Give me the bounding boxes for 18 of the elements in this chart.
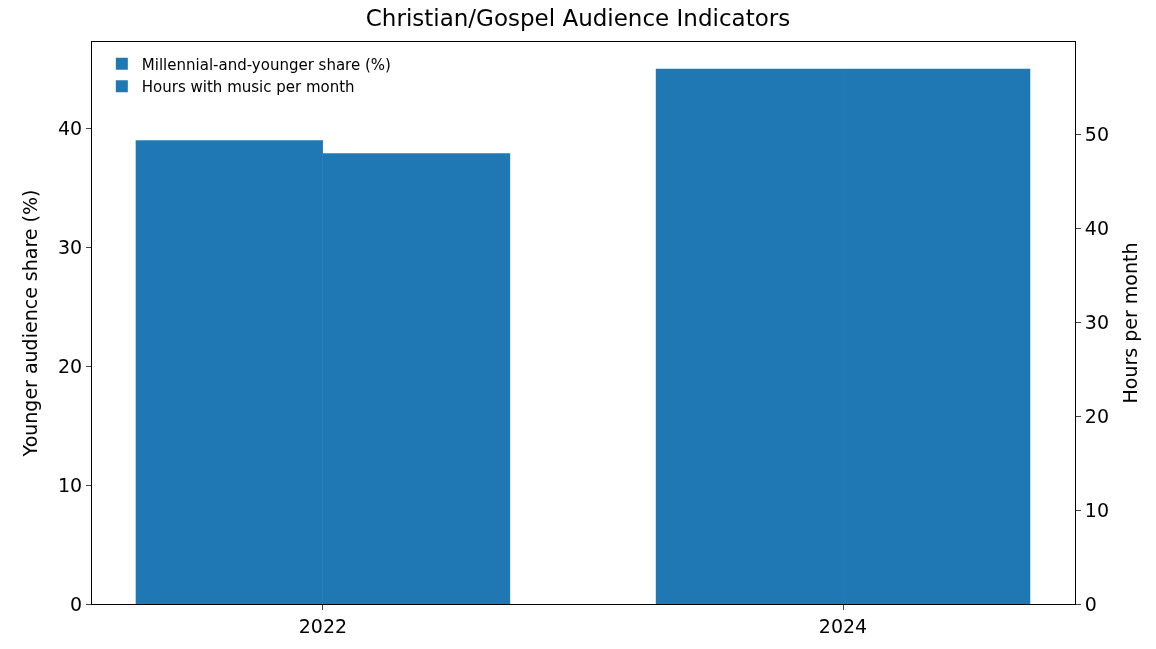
y-tick-label: 0 <box>70 592 83 615</box>
y-tick-label: 40 <box>58 116 83 139</box>
x-tick-label: 2022 <box>298 614 348 637</box>
y-tick-label: 20 <box>58 354 83 377</box>
y2-tick-label: 40 <box>1084 217 1109 240</box>
y2-tick-label: 30 <box>1084 310 1109 333</box>
y-tick-label: 30 <box>58 235 83 258</box>
y2-axis-title: Hours per month <box>1118 242 1141 404</box>
legend-label: Hours with music per month <box>141 78 355 97</box>
chart-title: Christian/Gospel Audience Indicators <box>365 4 791 31</box>
legend-label: Millennial-and-younger share (%) <box>141 55 391 74</box>
y2-tick-label: 20 <box>1084 404 1109 427</box>
x-tick-label: 2024 <box>818 614 868 637</box>
y2-tick-label: 0 <box>1084 592 1097 615</box>
y-tick-label: 10 <box>58 473 83 496</box>
y-axis-title: Younger audience share (%) <box>18 189 41 458</box>
y2-tick-label: 10 <box>1084 498 1109 521</box>
y2-tick-label: 50 <box>1084 123 1109 146</box>
